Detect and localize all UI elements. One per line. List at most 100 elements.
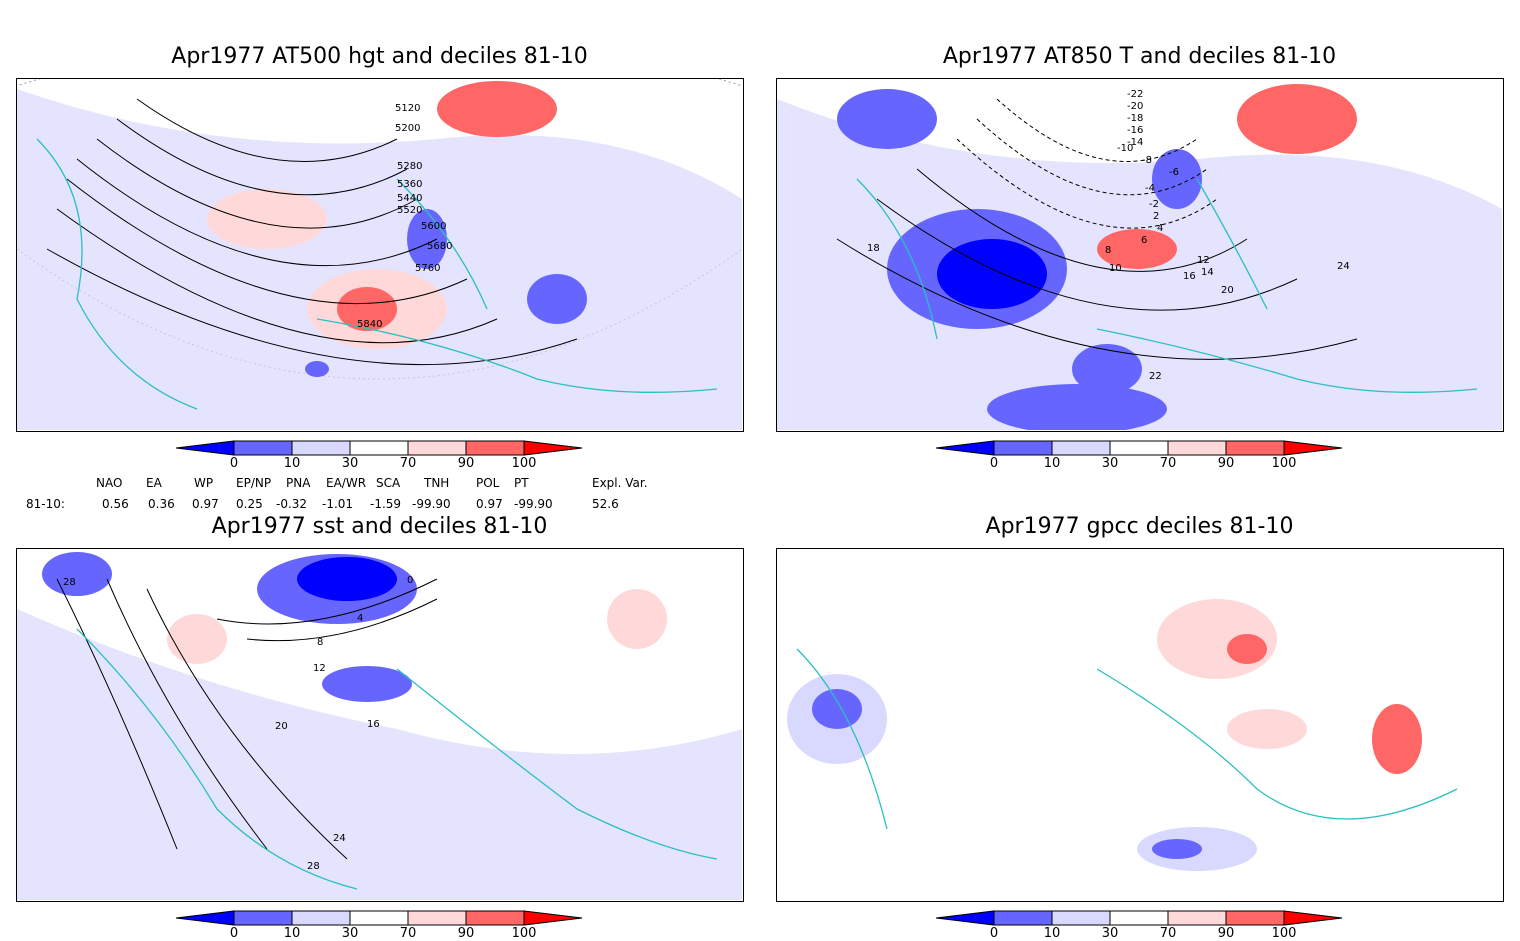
colorbar-tick-label: 70 <box>1159 456 1177 471</box>
colorbar-tick-label: 100 <box>1271 926 1297 941</box>
colorbar-swatch-4 <box>1167 440 1227 456</box>
svg-text:-14: -14 <box>1127 137 1143 148</box>
colorbar-swatches <box>935 440 1343 456</box>
colorbar-tick-label: 0 <box>989 456 999 471</box>
colorbar-swatch-2 <box>1051 440 1111 456</box>
idx-h-ea: EA <box>146 476 162 490</box>
svg-text:5520: 5520 <box>397 205 422 216</box>
colorbar-swatch-0 <box>935 440 995 456</box>
colorbar-swatches <box>935 910 1343 926</box>
colorbar-swatch-6 <box>1283 440 1343 456</box>
idx-v-epnp: 0.25 <box>236 497 263 511</box>
contour-labels-3: 28 0 4 8 12 16 20 24 28 <box>63 575 413 872</box>
colorbar-tick-label: 100 <box>511 456 537 471</box>
svg-text:4: 4 <box>357 613 363 624</box>
map-canvas-4 <box>787 599 1458 871</box>
idx-v-pna: -0.32 <box>276 497 308 511</box>
map-panel-4 <box>776 548 1504 902</box>
colorbar-tick-label: 90 <box>457 456 475 471</box>
idx-v-eawr: -1.01 <box>322 497 354 511</box>
colorbar-2: 0 10 30 70 90 100 <box>935 440 1356 480</box>
coastlines <box>796 648 1458 830</box>
colorbar-swatch-3 <box>349 910 409 926</box>
svg-text:18: 18 <box>867 243 880 254</box>
colorbar-tick-label: 90 <box>1217 456 1235 471</box>
svg-text:-10: -10 <box>1117 143 1133 154</box>
svg-text:5360: 5360 <box>397 179 422 190</box>
svg-text:5760: 5760 <box>415 263 440 274</box>
sst-contours <box>56 578 438 860</box>
svg-text:5600: 5600 <box>421 221 446 232</box>
coastlines <box>856 178 1478 393</box>
idx-h-eawr: EA/WR <box>326 476 367 490</box>
colorbar-tick-label: 0 <box>229 926 239 941</box>
map-panel-3: 28 0 4 8 12 16 20 24 28 <box>16 548 744 902</box>
svg-text:10: 10 <box>1109 263 1122 274</box>
svg-text:8: 8 <box>317 637 323 648</box>
colorbar-swatch-3 <box>1109 440 1169 456</box>
colorbar-tick-label: 90 <box>457 926 475 941</box>
colorbar-tick-label: 100 <box>511 926 537 941</box>
colorbar-swatch-0 <box>175 440 235 456</box>
svg-text:28: 28 <box>63 577 76 588</box>
height-contours <box>46 98 578 366</box>
svg-text:14: 14 <box>1201 267 1214 278</box>
panel-title-3: Apr1977 sst and deciles 81-10 <box>211 514 548 539</box>
map-canvas-1: 5120 5200 5280 5360 5440 5520 5600 5680 … <box>17 79 742 430</box>
svg-text:-8: -8 <box>1142 155 1152 166</box>
svg-text:6: 6 <box>1141 235 1147 246</box>
svg-text:20: 20 <box>1221 285 1234 296</box>
temperature-contours <box>836 98 1358 360</box>
colorbar-swatch-2 <box>1051 910 1111 926</box>
svg-text:-2: -2 <box>1149 199 1159 210</box>
idx-v-pt: -99.90 <box>514 497 553 511</box>
svg-text:5840: 5840 <box>357 319 382 330</box>
colorbar-swatch-6 <box>523 440 583 456</box>
colorbar-swatch-5 <box>465 910 525 926</box>
svg-text:5680: 5680 <box>427 241 452 252</box>
idx-h-epnp: EP/NP <box>236 476 272 490</box>
colorbar-tick-label: 30 <box>1101 926 1119 941</box>
idx-h-pol: POL <box>476 476 500 490</box>
idx-v-pol: 0.97 <box>476 497 503 511</box>
coastlines <box>76 628 718 890</box>
contour-labels-2: -22 -20 -18 -16 -14 -10 -8 -6 -4 -2 2 4 … <box>867 89 1350 382</box>
colorbar-swatch-4 <box>1167 910 1227 926</box>
svg-text:-20: -20 <box>1127 101 1143 112</box>
index-header: NAO EA WP EP/NP PNA EA/WR SCA TNH POL PT… <box>0 476 760 492</box>
colorbar-swatch-2 <box>291 910 351 926</box>
colorbar-swatch-1 <box>233 910 293 926</box>
idx-v-sca: -1.59 <box>370 497 402 511</box>
colorbar-swatch-1 <box>233 440 293 456</box>
idx-h-sca: SCA <box>376 476 401 490</box>
svg-text:24: 24 <box>1337 261 1350 272</box>
colorbar-tick-label: 10 <box>283 456 301 471</box>
colorbar-swatch-4 <box>407 910 467 926</box>
colorbar-4: 0 10 30 70 90 100 <box>935 910 1356 941</box>
idx-v-nao: 0.56 <box>102 497 129 511</box>
colorbar-tick-label: 10 <box>283 926 301 941</box>
svg-text:-16: -16 <box>1127 125 1143 136</box>
idx-h-wp: WP <box>194 476 214 490</box>
colorbar-swatch-5 <box>465 440 525 456</box>
svg-text:5120: 5120 <box>395 103 420 114</box>
colorbar-swatch-6 <box>523 910 583 926</box>
svg-text:2: 2 <box>1153 211 1159 222</box>
svg-text:0: 0 <box>407 575 413 586</box>
decile-shading <box>787 599 1422 871</box>
colorbar-swatches <box>175 910 583 926</box>
svg-text:12: 12 <box>1197 255 1210 266</box>
colorbar-tick-label: 10 <box>1043 456 1061 471</box>
svg-text:12: 12 <box>313 663 326 674</box>
colorbar-tick-label: 30 <box>341 926 359 941</box>
colorbar-tick-label: 70 <box>399 456 417 471</box>
svg-text:5200: 5200 <box>395 123 420 134</box>
svg-text:5280: 5280 <box>397 161 422 172</box>
decile-shading <box>777 84 1502 430</box>
colorbar-swatch-2 <box>291 440 351 456</box>
svg-text:16: 16 <box>367 719 380 730</box>
colorbar-tick-label: 100 <box>1271 456 1297 471</box>
idx-v-tnh: -99.90 <box>412 497 451 511</box>
colorbar-3: 0 10 30 70 90 100 <box>175 910 596 941</box>
colorbar-swatch-3 <box>1109 910 1169 926</box>
